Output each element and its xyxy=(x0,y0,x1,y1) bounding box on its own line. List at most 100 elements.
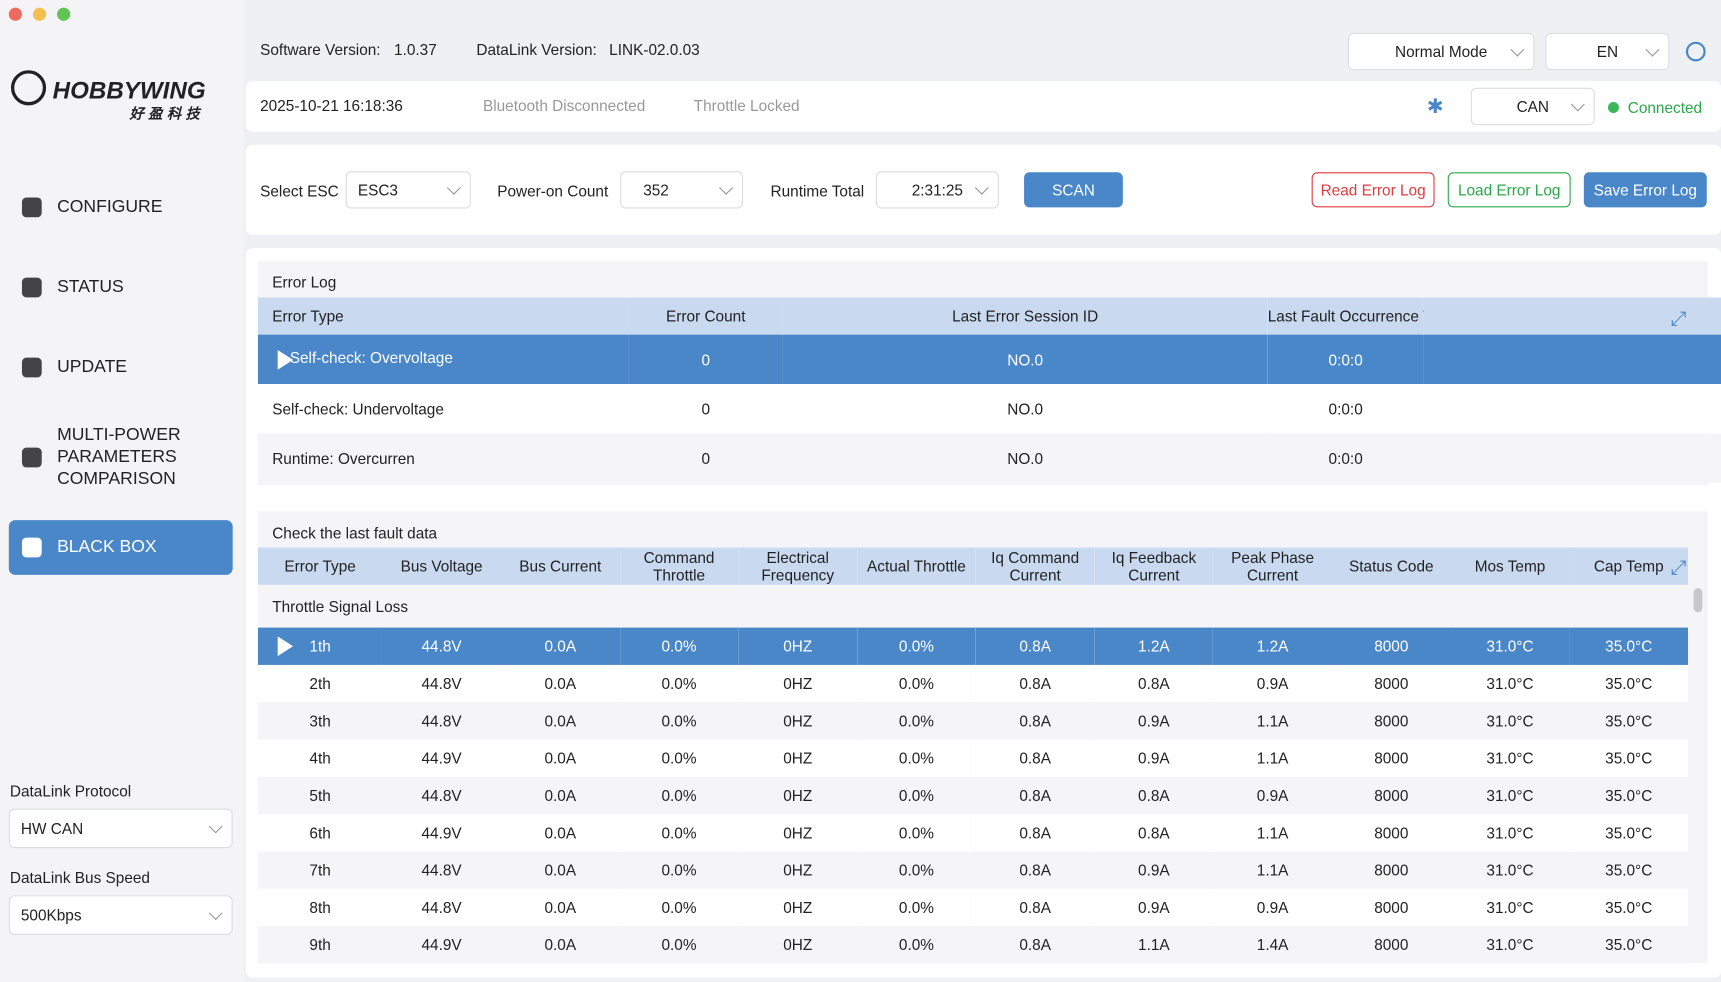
nav-icon xyxy=(21,277,42,298)
cell-text: 8000 xyxy=(1374,637,1409,656)
cell-text: 0 xyxy=(701,350,711,369)
language-select[interactable]: EN xyxy=(1545,32,1670,71)
cell-text: 0.9A xyxy=(1256,898,1289,917)
cell: 0.0% xyxy=(857,702,976,739)
expand-icon[interactable]: ⤢ xyxy=(1670,556,1687,579)
nav-label: MULTI-POWER PARAMETERS COMPARISON xyxy=(57,425,181,489)
table-row[interactable]: Runtime: Overcurren 0 NO.0 0:0:0 xyxy=(257,433,1721,483)
cell: 0.0% xyxy=(620,702,739,739)
cell-text: 0.0A xyxy=(544,749,577,767)
cell: 31.0°C xyxy=(1451,889,1570,926)
cell-text: 0.8A xyxy=(1019,898,1051,917)
cell: 0.0A xyxy=(501,851,620,888)
cell-text: 0.0% xyxy=(661,861,697,879)
read-error-log-button[interactable]: Read Error Log xyxy=(1311,172,1435,208)
cell-text: 0.0A xyxy=(544,712,577,730)
column-header: Actual Throttle xyxy=(867,557,966,575)
column-header: Command Throttle xyxy=(643,548,715,584)
save-error-log-button[interactable]: Save Error Log xyxy=(1583,172,1707,208)
column-header: Mos Temp xyxy=(1474,557,1546,575)
cell-text: NO.0 xyxy=(1007,399,1044,418)
cell: 0.0% xyxy=(620,628,739,665)
load-error-log-button[interactable]: Load Error Log xyxy=(1447,172,1571,208)
minimize-button[interactable] xyxy=(32,7,47,21)
cell-text: 31.0°C xyxy=(1486,823,1534,842)
cell-text: 35.0°C xyxy=(1605,712,1653,730)
cell: 0HZ xyxy=(738,814,857,851)
cell-text: Self-check: Undervoltage xyxy=(272,399,444,418)
cell-text: 0.0% xyxy=(898,935,934,954)
cell-text: 0.0% xyxy=(898,637,934,656)
table-row[interactable]: Self-check: Overvoltage 0 NO.0 0:0:0 xyxy=(257,334,1721,385)
table-row[interactable]: 4th 44.9V 0.0A 0.0% 0HZ 0.0% 0.8A 0.9A 1.1A 8000 3… xyxy=(257,739,1689,777)
cell: 0.8A xyxy=(976,665,1095,702)
table-row[interactable]: 9th 44.9V 0.0A 0.0% 0HZ 0.0% 0.8A 1.1A 1.4A 8000 3… xyxy=(257,926,1689,964)
cell-text: 0.8A xyxy=(1019,786,1051,805)
column-header: Status Code xyxy=(1349,557,1434,575)
zoom-button[interactable] xyxy=(57,7,71,21)
column-header: Error Type xyxy=(272,307,344,325)
cell-text: 35.0°C xyxy=(1605,823,1653,842)
cell: NO.0 xyxy=(783,433,1268,482)
scrollbar-thumb[interactable] xyxy=(1693,588,1703,613)
cell xyxy=(1424,384,1721,433)
cell-text: 1.1A xyxy=(1138,935,1170,954)
row-marker xyxy=(277,349,294,370)
cell-text: 0.0% xyxy=(661,823,697,842)
table-row[interactable]: 6th 44.9V 0.0A 0.0% 0HZ 0.0% 0.8A 0.8A 1.1A 8000 3… xyxy=(257,814,1689,852)
cell: 0.8A xyxy=(976,777,1095,814)
table-row[interactable]: 5th 44.8V 0.0A 0.0% 0HZ 0.0% 0.8A 0.8A 0.9A 8000 3… xyxy=(257,776,1689,815)
cell-text: 35.0°C xyxy=(1605,637,1653,656)
cell: 0.0% xyxy=(857,740,976,777)
cell-text: 44.8V xyxy=(421,674,462,693)
cell-text: 44.8V xyxy=(421,712,462,730)
expand-icon[interactable]: ⤢ xyxy=(1670,307,1687,330)
cell-text: 0.0% xyxy=(898,674,934,693)
header-row: Error Type Error Count Last Error Session … xyxy=(257,297,1721,335)
cell: 35.0°C xyxy=(1569,628,1688,665)
cell-text: 8000 xyxy=(1374,749,1409,767)
mode-select[interactable]: Normal Mode xyxy=(1347,32,1535,71)
cell: Self-check: Overvoltage xyxy=(258,335,629,384)
nav-item[interactable]: BLACK BOX xyxy=(8,520,233,575)
cell-text: 5th xyxy=(309,786,331,805)
table-row[interactable]: 3th 44.8V 0.0A 0.0% 0HZ 0.0% 0.8A 0.9A 1.1A 8000 3… xyxy=(257,702,1689,740)
cell-text: 31.0°C xyxy=(1486,861,1534,879)
cell: 31.0°C xyxy=(1451,777,1570,814)
cell: 0.8A xyxy=(976,740,1095,777)
cell-text: 31.0°C xyxy=(1486,637,1534,656)
column-header: Iq Command Current xyxy=(991,548,1080,584)
cell-text: 0.0% xyxy=(898,861,934,879)
cell-text: 1.1A xyxy=(1256,712,1289,730)
nav-item[interactable]: UPDATE xyxy=(9,340,233,395)
esc-select[interactable]: ESC3 xyxy=(345,171,471,209)
cell-text: 8000 xyxy=(1374,898,1409,917)
cell: 8000 xyxy=(1332,702,1451,739)
setting-select[interactable]: 500Kbps xyxy=(8,895,233,935)
table-row[interactable]: Self-check: Undervoltage 0 NO.0 0:0:0 xyxy=(257,384,1721,434)
table-row[interactable]: 8th 44.8V 0.0A 0.0% 0HZ 0.0% 0.8A 0.9A 0.9A 8000 3… xyxy=(257,888,1689,927)
cell: 0.0A xyxy=(501,702,620,739)
scan-button[interactable]: SCAN xyxy=(1024,172,1123,208)
cell: 0 xyxy=(629,384,783,433)
nav-item[interactable]: STATUS xyxy=(9,260,233,315)
esc-value: ESC3 xyxy=(357,181,398,199)
cell: 0.0% xyxy=(620,851,739,888)
cell: 35.0°C xyxy=(1569,926,1688,963)
nav-item[interactable]: CONFIGURE xyxy=(9,180,233,235)
group-row: Throttle Signal Loss xyxy=(257,584,1689,628)
cell: 44.9V xyxy=(382,740,501,777)
column-header: Electrical Frequency xyxy=(761,548,835,584)
table-row[interactable]: 2th 44.8V 0.0A 0.0% 0HZ 0.0% 0.8A 0.8A 0.9A 8000 3… xyxy=(257,664,1689,703)
cell-text: 8000 xyxy=(1374,861,1409,879)
close-button[interactable] xyxy=(8,7,22,21)
setting-select[interactable]: HW CAN xyxy=(8,808,233,849)
table-row[interactable]: 1th 44.8V 0.0A 0.0% 0HZ 0.0% 0.8A 1.2A 1.2A 8000 3… xyxy=(257,627,1689,665)
nav-item[interactable]: MULTI-POWER PARAMETERS COMPARISON xyxy=(9,419,233,496)
cell-text: 2th xyxy=(309,674,331,693)
cell-text: Runtime: Overcurren xyxy=(272,449,415,467)
settings-icon[interactable] xyxy=(1685,41,1706,62)
table-row[interactable]: 7th 44.8V 0.0A 0.0% 0HZ 0.0% 0.8A 0.9A 1.1A 8000 3… xyxy=(257,851,1689,889)
bus-select[interactable]: CAN xyxy=(1470,87,1595,126)
cell: 0.9A xyxy=(1213,665,1332,702)
